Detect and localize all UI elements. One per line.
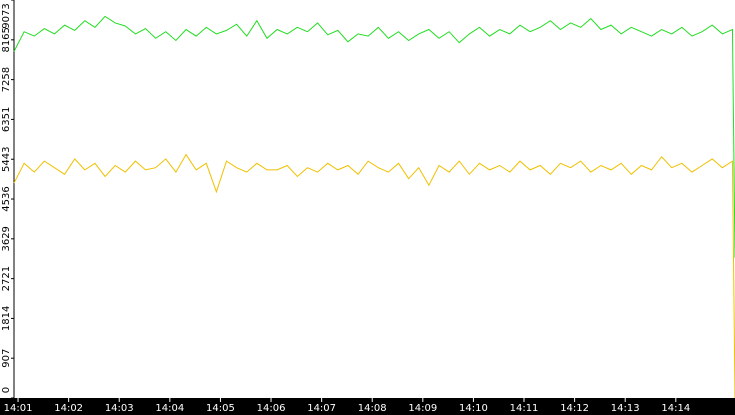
x-tick-label: 14:03 <box>105 403 134 414</box>
y-tick-label: 0 <box>1 387 12 393</box>
series-line <box>13 15 735 258</box>
y-tick-label: 1814 <box>1 306 12 331</box>
x-tick-label: 14:04 <box>155 403 184 414</box>
x-tick-label: 14:01 <box>4 403 33 414</box>
x-tick-label: 14:07 <box>307 403 336 414</box>
y-tick-label: 4536 <box>1 186 12 211</box>
x-tick-label: 14:06 <box>257 403 286 414</box>
x-tick-label: 14:11 <box>510 403 539 414</box>
x-tick-label: 14:08 <box>358 403 387 414</box>
x-tick-label: 14:09 <box>408 403 437 414</box>
y-tick-label: 907 <box>1 349 12 368</box>
y-tick-label: 9073 <box>1 3 12 28</box>
x-tick-label: 14:13 <box>611 403 640 414</box>
x-tick-label: 14:12 <box>560 403 589 414</box>
y-tick-label: 7258 <box>1 67 12 92</box>
x-axis-band <box>0 398 735 415</box>
y-tick-label: 8165 <box>1 27 12 52</box>
y-tick-label: 3629 <box>1 226 12 251</box>
x-tick-label: 14:05 <box>206 403 235 414</box>
series-line <box>13 153 735 399</box>
x-tick-label: 14:02 <box>54 403 83 414</box>
y-tick-label: 6351 <box>1 107 12 132</box>
y-tick-label: 2721 <box>1 266 12 291</box>
x-tick-label: 14:10 <box>459 403 488 414</box>
x-tick-label: 14:14 <box>661 403 690 414</box>
y-tick-label: 5443 <box>1 147 12 172</box>
